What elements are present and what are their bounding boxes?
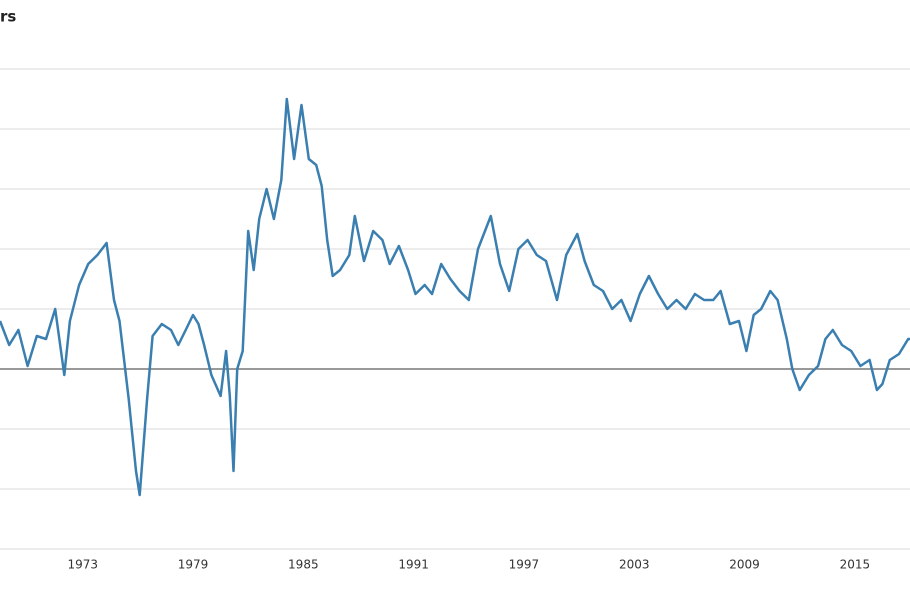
x-tick-label: 1985 <box>288 558 319 572</box>
x-tick-label: 2009 <box>729 558 760 572</box>
x-tick-label: 1979 <box>178 558 209 572</box>
x-tick-label: 1973 <box>67 558 98 572</box>
x-tick-label: 1997 <box>509 558 540 572</box>
x-tick-label: 1991 <box>398 558 429 572</box>
x-tick-label: 2015 <box>840 558 871 572</box>
chart-title: rs <box>0 8 16 26</box>
x-tick-label: 2003 <box>619 558 650 572</box>
data-line <box>0 97 910 497</box>
